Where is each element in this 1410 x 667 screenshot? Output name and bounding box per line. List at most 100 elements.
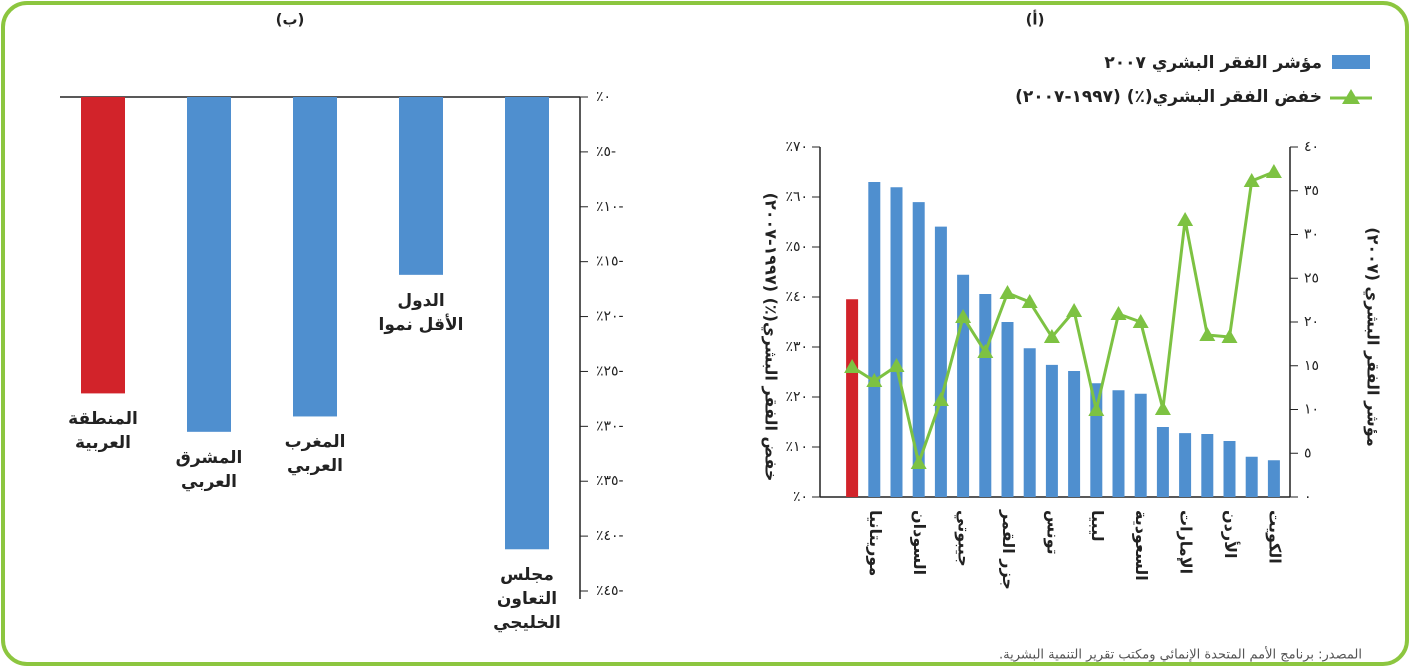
legend-label: خفض الفقر البشري(٪) (١٩٩٧-٢٠٠٧) — [1015, 87, 1322, 107]
bar — [1112, 390, 1125, 497]
y-tick-label: ٪٤٥- — [596, 583, 624, 599]
y-tick-label: ٪١٠ — [785, 439, 808, 455]
line — [851, 170, 1275, 469]
y-tick-label: ٪١٠- — [596, 199, 624, 215]
category-label: المغرب العربي — [284, 432, 346, 477]
marker — [910, 455, 927, 469]
y2-tick-label: ٢٠ — [1304, 314, 1319, 330]
marker — [888, 358, 905, 372]
y2-tick-label: ٠ — [1304, 489, 1312, 505]
bar — [293, 97, 337, 417]
bar — [979, 294, 992, 497]
y-tick-label: ٪٤٠- — [596, 528, 624, 544]
y-tick-label: ٪٧٠ — [785, 139, 808, 155]
marker — [1088, 402, 1105, 416]
y2-tick-label: ١٥ — [1304, 358, 1319, 374]
source: المصدر: برنامج الأمم المتحدة الإنمائي وم… — [999, 646, 1362, 663]
marker — [977, 344, 994, 358]
y-tick-label: ٪٥٠ — [785, 239, 808, 255]
y2-tick-label: ٣٠ — [1304, 227, 1319, 243]
y-axis-title: خفض الفقر البشري(٪) (١٩٩٧-٢٠٠٧) — [761, 193, 781, 482]
legend-label: مؤشر الفقر البشري ٢٠٠٧ — [1104, 53, 1322, 73]
bar — [1179, 433, 1192, 497]
y2-tick-label: ٥ — [1304, 445, 1312, 461]
bar — [1267, 460, 1280, 497]
y-tick-label: ٪٤٠ — [785, 289, 808, 305]
y-tick-label: ٪١٥- — [596, 254, 624, 270]
marker — [1177, 212, 1194, 226]
bar — [890, 187, 903, 497]
bar — [399, 97, 443, 275]
bar — [868, 182, 881, 497]
x-tick-label: جيبوتي — [954, 510, 974, 567]
x-tick-label: موريتانيا — [866, 510, 885, 576]
category-label: المنطقة العربية — [68, 409, 138, 454]
x-tick-label: السعودية — [1132, 510, 1151, 581]
bar — [1156, 427, 1169, 497]
marker — [1265, 164, 1282, 178]
bar — [1068, 371, 1081, 497]
y-tick-label: ٪٢٥- — [596, 363, 624, 379]
marker — [1243, 173, 1260, 187]
bar — [912, 202, 925, 497]
bar — [1023, 348, 1036, 497]
panel-label: (أ) — [1026, 10, 1045, 29]
marker — [1043, 329, 1060, 343]
y-tick-label: ٪٣٠ — [785, 339, 808, 355]
marker — [1066, 303, 1083, 317]
x-tick-label: السودان — [910, 510, 929, 575]
marker — [844, 359, 861, 373]
bar — [1001, 322, 1014, 497]
y-tick-label: ٪٣٥- — [596, 473, 624, 489]
bar — [1090, 383, 1103, 497]
category-label: الدول الأقل نموا — [378, 290, 464, 335]
y2-tick-label: ١٠ — [1304, 402, 1319, 418]
y2-tick-label: ٣٥ — [1304, 183, 1319, 199]
bar — [187, 97, 231, 432]
y-tick-label: ٪٠ — [596, 89, 611, 105]
x-tick-label: ليبيا — [1088, 510, 1107, 542]
y-tick-label: ٪٠ — [793, 489, 808, 505]
x-tick-label: جزر القمر — [999, 509, 1018, 590]
marker — [1110, 306, 1127, 320]
category-label: المشرق العربي — [175, 447, 243, 492]
bar — [505, 97, 549, 550]
bar — [1134, 393, 1147, 497]
panel-label: (ب) — [276, 11, 305, 29]
bar — [1045, 364, 1058, 497]
marker — [1199, 327, 1216, 341]
bar — [1245, 456, 1258, 497]
x-tick-label: الإمارات — [1177, 510, 1196, 574]
marker — [1132, 314, 1149, 328]
category-label: مجلس التعاون الخليجي — [493, 565, 561, 634]
bar — [1223, 441, 1236, 497]
bar — [934, 226, 947, 497]
y-tick-label: ٪٣٠- — [596, 418, 624, 434]
bar — [81, 97, 125, 394]
marker — [1221, 329, 1238, 343]
legend-marker — [1342, 89, 1360, 104]
y2-tick-label: ٢٥ — [1304, 270, 1319, 286]
y-tick-label: ٪٦٠ — [785, 189, 808, 205]
y2-tick-label: ٤٠ — [1304, 139, 1319, 155]
x-tick-label: تونس — [1043, 510, 1062, 555]
y2-axis-title: مؤشر الفقر البشري (٢٠٠٧) — [1363, 227, 1383, 446]
marker — [1154, 401, 1171, 415]
marker — [955, 309, 972, 323]
x-tick-label: الأردن — [1221, 510, 1240, 558]
bar — [846, 299, 859, 497]
bar — [1201, 434, 1214, 497]
marker — [932, 392, 949, 406]
marker — [999, 285, 1016, 299]
bar — [957, 274, 970, 497]
y-tick-label: ٪٥- — [596, 144, 616, 160]
x-tick-label: الكويت — [1265, 510, 1284, 564]
marker — [866, 373, 883, 387]
marker — [1021, 294, 1038, 308]
y-tick-label: ٪٢٠ — [785, 389, 808, 405]
legend-swatch — [1332, 55, 1370, 69]
y-tick-label: ٪٢٠- — [596, 309, 624, 325]
